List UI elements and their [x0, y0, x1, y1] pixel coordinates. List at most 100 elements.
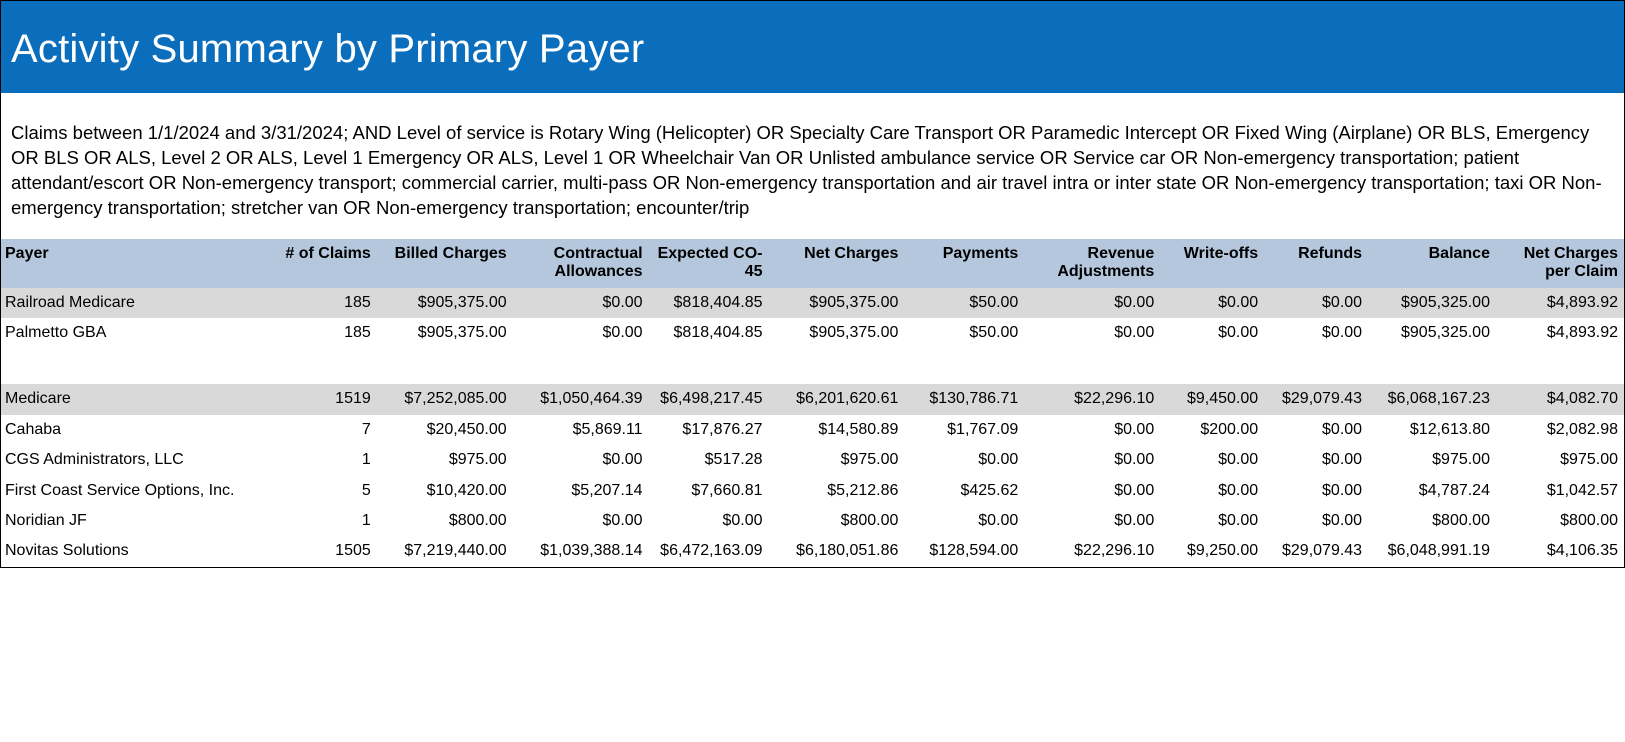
cell-claims: 5	[249, 476, 377, 506]
cell-balance: $800.00	[1368, 506, 1496, 536]
spacer-row	[1, 348, 1624, 384]
cell-expected: $0.00	[649, 506, 769, 536]
cell-contractual: $0.00	[513, 445, 649, 475]
column-header-expected[interactable]: Expected CO-45	[649, 239, 769, 288]
cell-balance: $6,068,167.23	[1368, 384, 1496, 414]
cell-payer: Cahaba	[1, 415, 249, 445]
cell-writeoffs: $200.00	[1160, 415, 1264, 445]
spacer-cell	[1, 348, 1624, 384]
table-row: Noridian JF1$800.00$0.00$0.00$800.00$0.0…	[1, 506, 1624, 536]
cell-writeoffs: $0.00	[1160, 476, 1264, 506]
cell-npc: $800.00	[1496, 506, 1624, 536]
table-row: First Coast Service Options, Inc.5$10,42…	[1, 476, 1624, 506]
cell-expected: $7,660.81	[649, 476, 769, 506]
table-header-row: Payer# of ClaimsBilled ChargesContractua…	[1, 239, 1624, 288]
cell-refunds: $0.00	[1264, 288, 1368, 318]
cell-claims: 185	[249, 318, 377, 348]
table-row: Palmetto GBA185$905,375.00$0.00$818,404.…	[1, 318, 1624, 348]
cell-revenue_adj: $22,296.10	[1024, 536, 1160, 566]
cell-revenue_adj: $0.00	[1024, 476, 1160, 506]
cell-balance: $6,048,991.19	[1368, 536, 1496, 566]
table-row: CGS Administrators, LLC1$975.00$0.00$517…	[1, 445, 1624, 475]
cell-payments: $130,786.71	[904, 384, 1024, 414]
page-title: Activity Summary by Primary Payer	[11, 25, 1614, 73]
cell-payments: $128,594.00	[904, 536, 1024, 566]
cell-contractual: $0.00	[513, 288, 649, 318]
cell-payer: First Coast Service Options, Inc.	[1, 476, 249, 506]
cell-writeoffs: $9,450.00	[1160, 384, 1264, 414]
column-header-billed[interactable]: Billed Charges	[377, 239, 513, 288]
cell-expected: $517.28	[649, 445, 769, 475]
column-header-revenue_adj[interactable]: Revenue Adjustments	[1024, 239, 1160, 288]
cell-balance: $905,325.00	[1368, 288, 1496, 318]
cell-balance: $4,787.24	[1368, 476, 1496, 506]
table-body: Railroad Medicare185$905,375.00$0.00$818…	[1, 288, 1624, 567]
cell-refunds: $0.00	[1264, 506, 1368, 536]
column-header-net[interactable]: Net Charges	[769, 239, 905, 288]
cell-writeoffs: $9,250.00	[1160, 536, 1264, 566]
cell-billed: $975.00	[377, 445, 513, 475]
cell-contractual: $0.00	[513, 506, 649, 536]
cell-payments: $1,767.09	[904, 415, 1024, 445]
cell-payer: Railroad Medicare	[1, 288, 249, 318]
cell-npc: $975.00	[1496, 445, 1624, 475]
cell-revenue_adj: $0.00	[1024, 445, 1160, 475]
cell-net: $5,212.86	[769, 476, 905, 506]
column-header-payer[interactable]: Payer	[1, 239, 249, 288]
column-header-refunds[interactable]: Refunds	[1264, 239, 1368, 288]
filter-description: Claims between 1/1/2024 and 3/31/2024; A…	[1, 93, 1624, 239]
cell-payments: $50.00	[904, 288, 1024, 318]
cell-payments: $0.00	[904, 506, 1024, 536]
cell-billed: $905,375.00	[377, 288, 513, 318]
cell-revenue_adj: $0.00	[1024, 415, 1160, 445]
cell-contractual: $1,050,464.39	[513, 384, 649, 414]
cell-npc: $4,893.92	[1496, 288, 1624, 318]
cell-billed: $7,219,440.00	[377, 536, 513, 566]
column-header-claims[interactable]: # of Claims	[249, 239, 377, 288]
group-row: Medicare1519$7,252,085.00$1,050,464.39$6…	[1, 384, 1624, 414]
cell-billed: $800.00	[377, 506, 513, 536]
cell-npc: $4,106.35	[1496, 536, 1624, 566]
cell-net: $905,375.00	[769, 318, 905, 348]
column-header-payments[interactable]: Payments	[904, 239, 1024, 288]
cell-claims: 1	[249, 506, 377, 536]
activity-summary-table: Payer# of ClaimsBilled ChargesContractua…	[1, 239, 1624, 567]
cell-billed: $905,375.00	[377, 318, 513, 348]
cell-billed: $20,450.00	[377, 415, 513, 445]
cell-refunds: $0.00	[1264, 445, 1368, 475]
cell-refunds: $29,079.43	[1264, 536, 1368, 566]
cell-writeoffs: $0.00	[1160, 288, 1264, 318]
cell-revenue_adj: $0.00	[1024, 506, 1160, 536]
cell-refunds: $0.00	[1264, 318, 1368, 348]
cell-net: $905,375.00	[769, 288, 905, 318]
cell-balance: $12,613.80	[1368, 415, 1496, 445]
column-header-contractual[interactable]: Contractual Allowances	[513, 239, 649, 288]
cell-npc: $2,082.98	[1496, 415, 1624, 445]
cell-revenue_adj: $0.00	[1024, 288, 1160, 318]
cell-net: $14,580.89	[769, 415, 905, 445]
cell-claims: 1	[249, 445, 377, 475]
report-header: Activity Summary by Primary Payer	[1, 1, 1624, 93]
column-header-writeoffs[interactable]: Write-offs	[1160, 239, 1264, 288]
column-header-npc[interactable]: Net Charges per Claim	[1496, 239, 1624, 288]
cell-claims: 7	[249, 415, 377, 445]
group-row: Railroad Medicare185$905,375.00$0.00$818…	[1, 288, 1624, 318]
column-header-balance[interactable]: Balance	[1368, 239, 1496, 288]
cell-expected: $818,404.85	[649, 318, 769, 348]
cell-payer: Novitas Solutions	[1, 536, 249, 566]
cell-npc: $1,042.57	[1496, 476, 1624, 506]
cell-claims: 1519	[249, 384, 377, 414]
cell-refunds: $29,079.43	[1264, 384, 1368, 414]
table-row: Novitas Solutions1505$7,219,440.00$1,039…	[1, 536, 1624, 566]
cell-net: $6,180,051.86	[769, 536, 905, 566]
cell-claims: 1505	[249, 536, 377, 566]
report-page: Activity Summary by Primary Payer Claims…	[0, 0, 1625, 568]
cell-billed: $7,252,085.00	[377, 384, 513, 414]
cell-payer: Medicare	[1, 384, 249, 414]
cell-expected: $6,498,217.45	[649, 384, 769, 414]
cell-expected: $17,876.27	[649, 415, 769, 445]
table-head: Payer# of ClaimsBilled ChargesContractua…	[1, 239, 1624, 288]
cell-contractual: $5,869.11	[513, 415, 649, 445]
cell-contractual: $1,039,388.14	[513, 536, 649, 566]
table-row: Cahaba7$20,450.00$5,869.11$17,876.27$14,…	[1, 415, 1624, 445]
